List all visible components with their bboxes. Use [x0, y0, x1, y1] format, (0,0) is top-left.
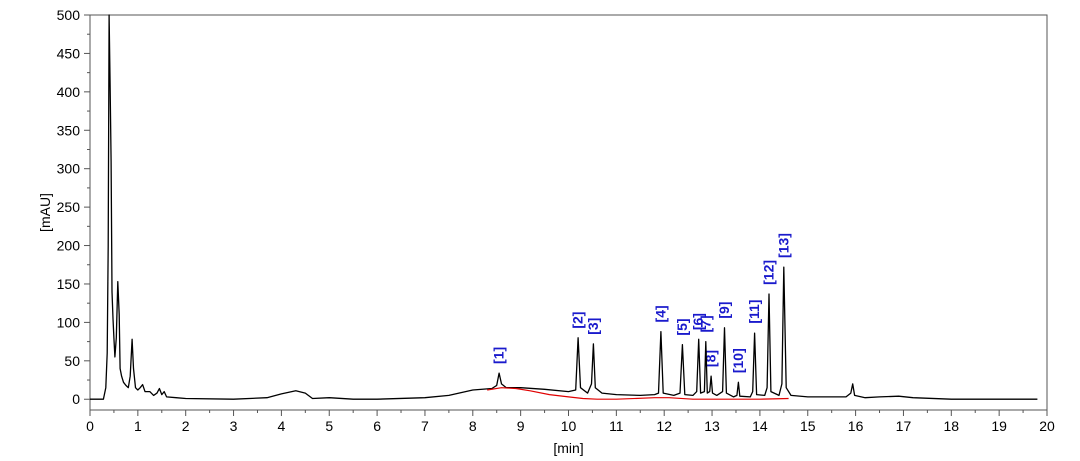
x-tick-label: 15 — [800, 418, 816, 434]
peak-label: [4] — [652, 305, 668, 322]
x-tick-label: 5 — [325, 418, 333, 434]
x-tick-label: 6 — [373, 418, 381, 434]
x-tick-label: 0 — [86, 418, 94, 434]
x-tick-label: 11 — [609, 418, 624, 434]
x-axis-title: [min] — [553, 440, 583, 456]
x-tick-label: 10 — [561, 418, 577, 434]
y-tick-label: 500 — [57, 7, 81, 23]
x-tick-label: 9 — [517, 418, 525, 434]
y-tick-label: 450 — [57, 45, 81, 61]
peak-label: [11] — [746, 300, 762, 324]
chromatogram-trace — [90, 14, 1038, 400]
x-tick-label: 19 — [991, 418, 1007, 434]
peak-label: [5] — [674, 318, 690, 335]
peak-label: [6] — [690, 313, 706, 330]
x-tick-label: 4 — [278, 418, 286, 434]
y-tick-label: 200 — [57, 238, 81, 254]
x-tick-label: 20 — [1039, 418, 1055, 434]
integration-baseline — [487, 387, 789, 400]
y-tick-label: 250 — [57, 199, 81, 215]
y-tick-label: 350 — [57, 122, 81, 138]
peak-label: [2] — [570, 312, 586, 329]
y-tick-label: 400 — [57, 84, 81, 100]
x-tick-label: 7 — [421, 418, 429, 434]
peak-label-layer: [1][2] [3][4][5] [6][7][8][9][10][11][12][… — [491, 233, 792, 373]
peak-label: [9] — [716, 302, 732, 319]
x-tick-label: 1 — [134, 418, 142, 434]
plot-area-frame — [89, 14, 1048, 411]
peak-label: [13] — [775, 233, 791, 258]
peak-label: [7] — [697, 315, 713, 332]
x-tick-label: 17 — [896, 418, 912, 434]
peak-label: [12] — [761, 260, 777, 285]
peak-label: [10] — [730, 348, 746, 373]
x-tick-label: 13 — [704, 418, 720, 434]
y-tick-label: 300 — [57, 161, 81, 177]
x-tick-label: 3 — [230, 418, 238, 434]
x-axis: 0 1 2 3 4 5 6 7 8 9 10 11 12 13 14 15 16 17 18 19 20 — [86, 410, 1055, 434]
x-tick-label: 2 — [182, 418, 190, 434]
x-tick-label: 12 — [656, 418, 672, 434]
x-tick-label: 8 — [469, 418, 477, 434]
y-axis-title: [mAU] — [37, 193, 53, 232]
y-tick-label: 50 — [64, 353, 80, 369]
y-tick-label: 0 — [72, 391, 80, 407]
x-tick-label: 16 — [848, 418, 864, 434]
x-tick-label: 14 — [752, 418, 768, 434]
y-tick-label: 100 — [57, 314, 81, 330]
x-tick-label: 18 — [944, 418, 960, 434]
peak-label: [3] — [585, 318, 601, 335]
y-axis: 0 50 100 150 200 250 300 350 400 450 500 — [57, 7, 90, 407]
peak-label: [1] — [491, 347, 507, 364]
y-tick-label: 150 — [57, 276, 81, 292]
